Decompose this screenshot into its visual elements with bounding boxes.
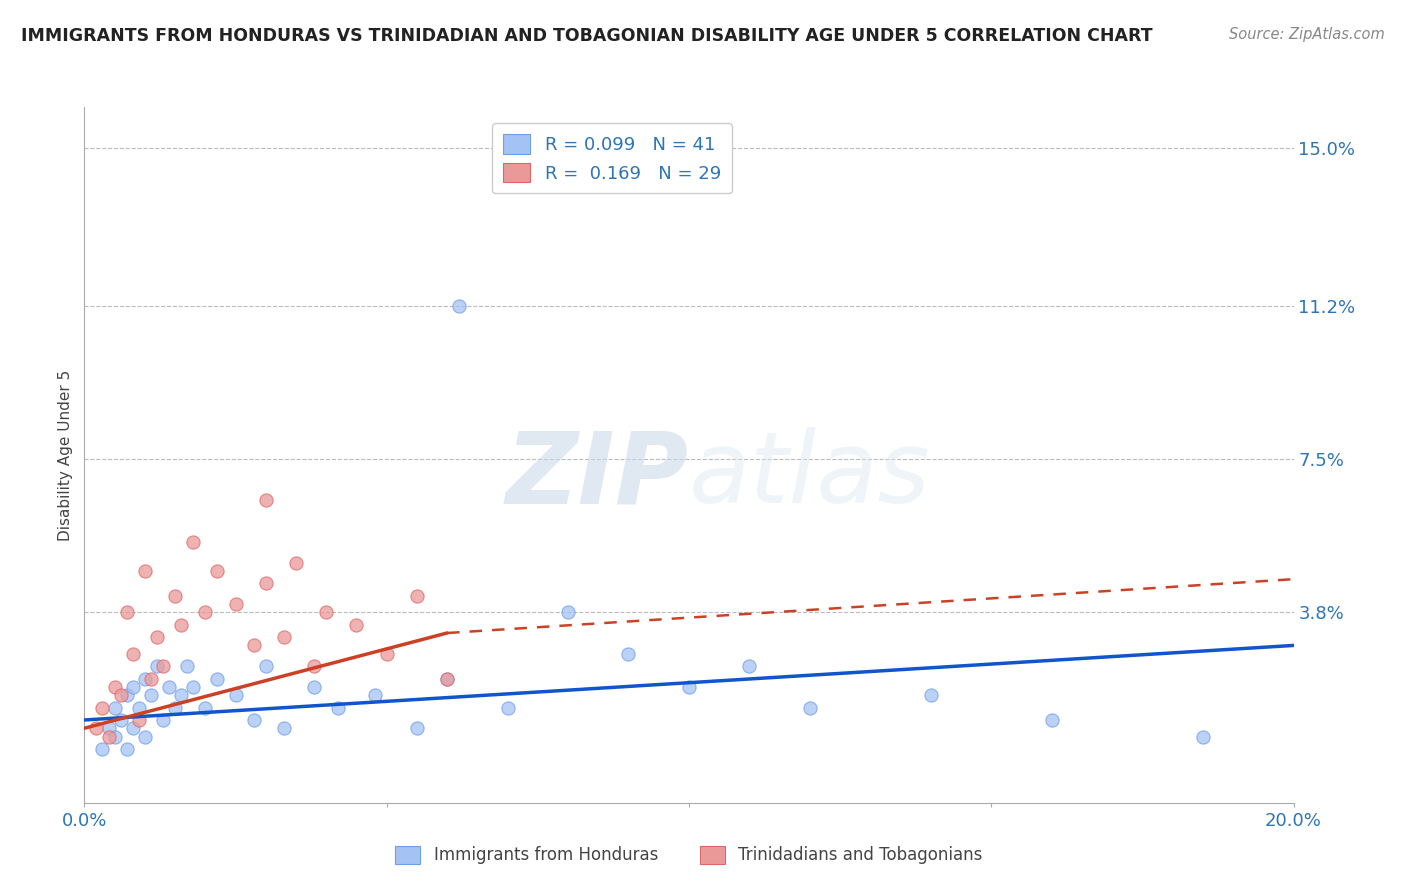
Point: [86, 721, 108, 735]
Legend: Immigrants from Honduras, Trinidadians and Tobagonians: Immigrants from Honduras, Trinidadians a…: [388, 839, 990, 871]
Point: [557, 605, 579, 619]
Point: [207, 672, 229, 686]
Point: [115, 688, 138, 702]
Point: [496, 700, 519, 714]
Point: [91, 700, 114, 714]
Point: [315, 605, 337, 619]
Point: [115, 742, 138, 756]
Point: [1191, 730, 1213, 744]
Point: [328, 700, 350, 714]
Point: [449, 299, 471, 313]
Point: [104, 700, 127, 714]
Point: [181, 535, 204, 549]
Point: [152, 659, 174, 673]
Point: [194, 700, 217, 714]
Point: [128, 700, 150, 714]
Point: [375, 647, 398, 661]
Point: [406, 589, 429, 603]
Point: [225, 688, 247, 702]
Point: [91, 742, 114, 756]
Point: [799, 700, 821, 714]
Point: [104, 730, 127, 744]
Point: [146, 659, 169, 673]
Text: ZIP: ZIP: [506, 427, 689, 524]
Point: [121, 680, 143, 694]
Point: [406, 721, 429, 735]
Point: [157, 680, 180, 694]
Point: [176, 659, 198, 673]
Point: [678, 680, 700, 694]
Point: [242, 639, 264, 653]
Point: [110, 688, 132, 702]
Point: [738, 659, 761, 673]
Point: [436, 672, 458, 686]
Y-axis label: Disability Age Under 5: Disability Age Under 5: [58, 369, 73, 541]
Point: [302, 659, 325, 673]
Point: [254, 576, 277, 591]
Point: [436, 672, 458, 686]
Point: [163, 589, 186, 603]
Point: [181, 680, 204, 694]
Text: IMMIGRANTS FROM HONDURAS VS TRINIDADIAN AND TOBAGONIAN DISABILITY AGE UNDER 5 CO: IMMIGRANTS FROM HONDURAS VS TRINIDADIAN …: [21, 27, 1153, 45]
Point: [273, 630, 295, 644]
Point: [121, 647, 143, 661]
Point: [346, 617, 368, 632]
Point: [134, 730, 156, 744]
Point: [115, 605, 138, 619]
Point: [152, 713, 174, 727]
Point: [284, 556, 308, 570]
Point: [254, 493, 277, 508]
Point: [225, 597, 247, 611]
Point: [139, 688, 162, 702]
Point: [170, 617, 193, 632]
Point: [363, 688, 385, 702]
Point: [254, 659, 277, 673]
Point: [134, 564, 156, 578]
Point: [273, 721, 295, 735]
Point: [302, 680, 325, 694]
Point: [163, 700, 186, 714]
Point: [121, 721, 143, 735]
Point: [194, 605, 217, 619]
Point: [617, 647, 640, 661]
Point: [207, 564, 229, 578]
Point: [139, 672, 162, 686]
Point: [242, 713, 264, 727]
Point: [134, 672, 156, 686]
Point: [146, 630, 169, 644]
Point: [920, 688, 942, 702]
Text: atlas: atlas: [689, 427, 931, 524]
Point: [1040, 713, 1063, 727]
Point: [104, 680, 127, 694]
Point: [128, 713, 150, 727]
Point: [97, 721, 120, 735]
Text: Source: ZipAtlas.com: Source: ZipAtlas.com: [1229, 27, 1385, 42]
Point: [170, 688, 193, 702]
Point: [97, 730, 120, 744]
Point: [110, 713, 132, 727]
